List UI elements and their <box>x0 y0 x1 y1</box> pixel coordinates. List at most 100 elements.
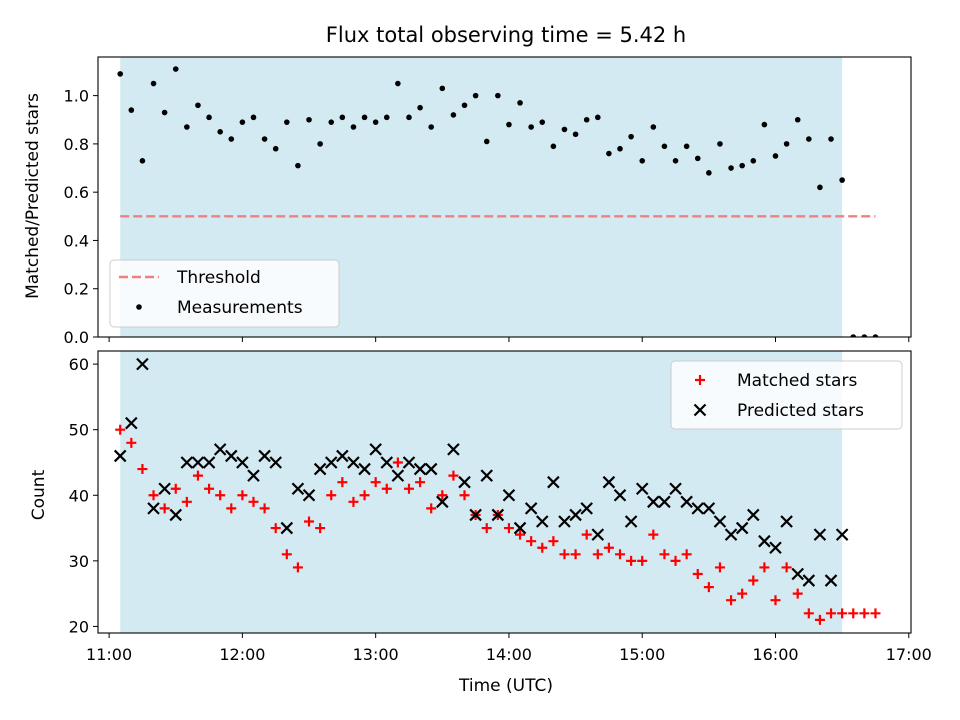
measurement-point <box>783 141 790 147</box>
matched-star-point <box>381 483 392 494</box>
legend-predicted-swatch <box>693 403 707 417</box>
top-y-tick-label: 0.2 <box>64 280 89 299</box>
measurement-point <box>539 119 546 125</box>
measurement-point <box>472 92 479 99</box>
measurement-point <box>606 150 612 157</box>
matched-star-point <box>637 555 648 566</box>
matched-star-point <box>837 608 848 619</box>
measurement-point <box>284 119 290 125</box>
measurement-point <box>806 136 812 142</box>
measurement-point <box>317 141 323 147</box>
matched-star-point <box>503 523 514 534</box>
predicted-star-point <box>535 515 549 528</box>
matched-star-point <box>670 555 681 566</box>
matched-star-point <box>781 562 792 573</box>
x-tick-label: 17:00 <box>886 645 932 664</box>
matched-star-point <box>237 490 248 501</box>
predicted-star-point <box>280 521 294 535</box>
matched-star-point <box>748 575 759 586</box>
matched-star-point <box>304 516 315 527</box>
matched-star-point <box>337 477 348 488</box>
predicted-star-point <box>258 449 271 463</box>
matched-star-point <box>481 523 492 534</box>
top-marks <box>117 66 879 337</box>
matched-star-point <box>703 582 714 593</box>
measurement-point <box>661 143 668 150</box>
measurement-point <box>450 112 457 118</box>
predicted-star-point <box>558 515 571 528</box>
measurement-point <box>761 121 768 128</box>
predicted-star-point <box>158 482 171 495</box>
matched-star-point <box>626 555 637 566</box>
matched-star-point <box>137 464 148 475</box>
predicted-star-point <box>402 456 416 469</box>
predicted-star-point <box>591 528 605 541</box>
measurement-point <box>772 153 779 159</box>
predicted-star-point <box>769 541 782 555</box>
matched-star-point <box>615 549 626 560</box>
predicted-star-point <box>624 515 638 528</box>
predicted-star-point <box>324 456 338 469</box>
measurement-point <box>850 334 857 337</box>
matched-star-point <box>181 496 192 507</box>
measurement-point <box>217 129 223 135</box>
matched-star-point <box>170 483 181 494</box>
predicted-star-point <box>547 475 560 489</box>
predicted-star-point <box>213 443 227 456</box>
measurement-point <box>550 143 557 150</box>
matched-star-point <box>426 503 437 514</box>
matched-star-point <box>581 529 592 540</box>
predicted-star-point <box>647 495 660 509</box>
measurement-point <box>395 80 401 87</box>
x-tick-label: 13:00 <box>353 645 399 664</box>
predicted-star-point <box>436 495 449 509</box>
matched-star-point <box>859 608 870 619</box>
predicted-star-point <box>491 508 505 522</box>
matched-star-point <box>870 608 881 619</box>
predicted-star-point <box>502 489 516 502</box>
predicted-star-point <box>236 456 249 469</box>
measurement-point <box>350 124 357 130</box>
matched-star-point <box>348 496 359 507</box>
predicted-star-point <box>358 462 371 476</box>
measurement-point <box>184 124 190 130</box>
predicted-star-point <box>391 469 405 482</box>
predicted-star-point <box>225 449 238 463</box>
measurement-point <box>261 136 268 142</box>
predicted-star-point <box>269 456 282 469</box>
matched-star-point <box>692 568 703 579</box>
matched-star-point <box>448 470 459 481</box>
predicted-star-point <box>480 469 494 482</box>
matched-star-point <box>814 614 825 625</box>
matched-star-point <box>292 562 303 573</box>
matched-star-point <box>403 483 414 494</box>
predicted-star-point <box>758 534 771 548</box>
measurement-point <box>495 92 501 99</box>
predicted-star-point <box>113 449 127 463</box>
predicted-star-point <box>569 508 582 522</box>
predicted-star-point <box>635 482 649 495</box>
measurement-point <box>794 116 801 123</box>
measurement-point <box>717 141 723 147</box>
predicted-star-point <box>336 449 349 463</box>
measurement-point <box>572 131 579 138</box>
measurement-point <box>561 126 568 133</box>
matched-star-point <box>281 549 292 560</box>
matched-star-point <box>726 595 737 606</box>
matched-star-point <box>326 490 337 501</box>
matched-star-point <box>526 536 537 547</box>
matched-star-point <box>515 529 526 540</box>
matched-star-point <box>315 523 326 534</box>
measurement-point <box>272 145 279 152</box>
measurement-point <box>461 102 468 109</box>
matched-star-point <box>270 523 281 534</box>
matched-star-point <box>548 536 559 547</box>
predicted-star-point <box>302 489 316 502</box>
legend-matched-swatch <box>695 375 705 385</box>
predicted-star-point <box>413 462 427 476</box>
measurement-point <box>594 114 601 121</box>
matched-star-point <box>770 595 781 606</box>
matched-star-point <box>681 549 692 560</box>
measurement-point <box>295 162 301 169</box>
matched-star-point <box>359 490 370 501</box>
